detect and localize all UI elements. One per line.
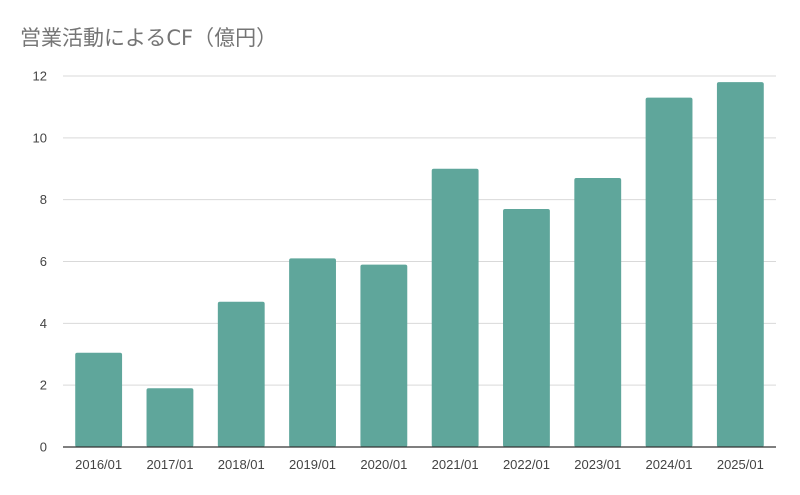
x-tick-label: 2016/01	[75, 457, 122, 472]
x-tick-label: 2025/01	[717, 457, 764, 472]
bar	[289, 258, 336, 447]
x-tick-label: 2024/01	[646, 457, 693, 472]
chart-title: 営業活動によるCF（億円）	[20, 26, 278, 50]
bar	[574, 178, 622, 447]
y-tick-label: 0	[40, 440, 47, 455]
y-tick-label: 6	[40, 254, 47, 269]
x-tick-label: 2021/01	[432, 457, 479, 472]
bar	[716, 82, 764, 447]
bar	[503, 208, 550, 447]
bar	[645, 97, 693, 448]
x-tick-label: 2018/01	[218, 457, 265, 472]
bar	[217, 301, 265, 447]
y-tick-label: 2	[40, 378, 47, 393]
x-tick-label: 2017/01	[146, 457, 193, 472]
y-tick-label: 8	[40, 192, 47, 207]
bar	[360, 264, 408, 447]
y-tick-label: 12	[33, 69, 47, 84]
x-tick-label: 2019/01	[289, 457, 336, 472]
gridlines	[63, 75, 776, 386]
x-axis-ticks: 2016/01 2017/01 2018/01 2019/01 2020/01 2021/…	[75, 457, 764, 472]
bar	[431, 168, 479, 447]
x-tick-label: 2022/01	[503, 457, 550, 472]
y-tick-label: 10	[33, 130, 47, 145]
x-tick-label: 2020/01	[360, 457, 407, 472]
bar	[146, 388, 194, 447]
bars	[75, 82, 764, 448]
y-axis-ticks: 0 2 4 6 8 10 12	[33, 69, 47, 455]
bar	[75, 352, 123, 447]
x-tick-label: 2023/01	[574, 457, 621, 472]
y-tick-label: 4	[40, 316, 47, 331]
